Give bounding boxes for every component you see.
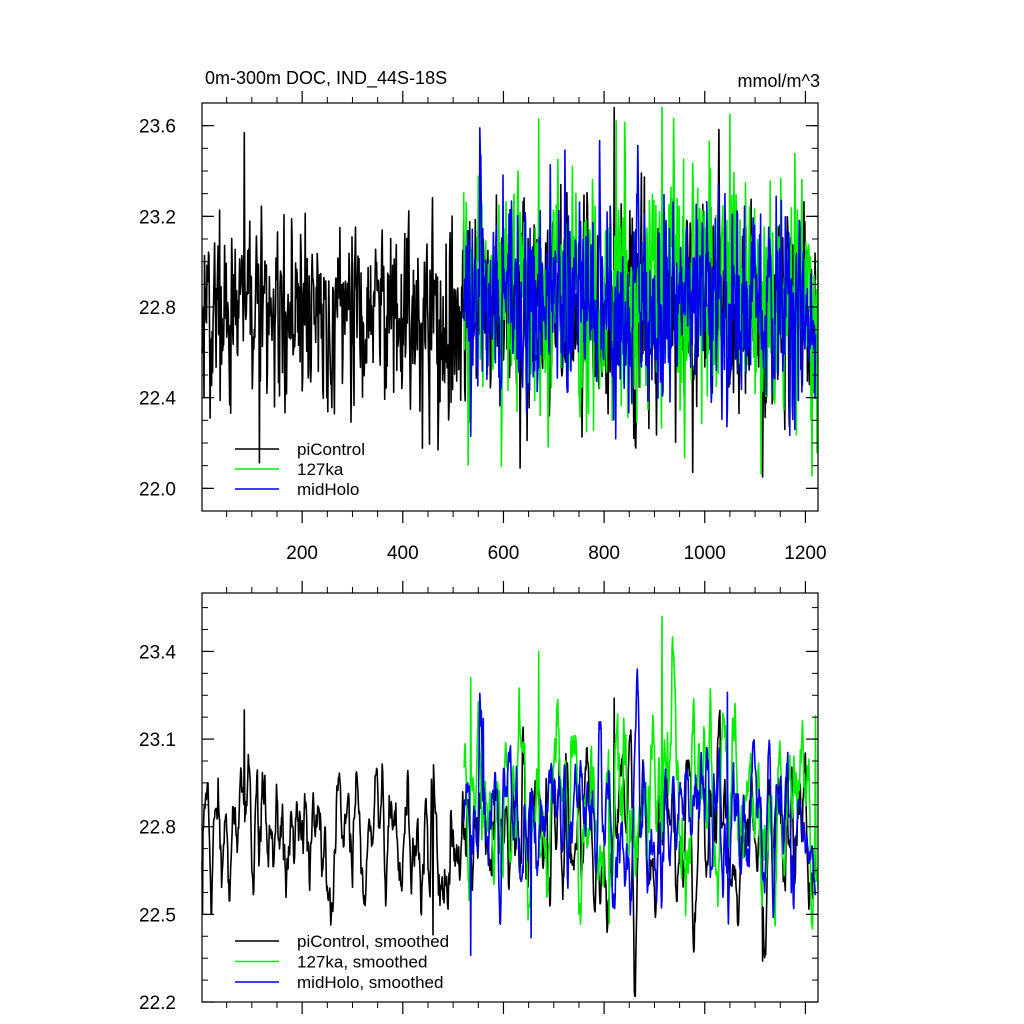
bottom-legend-label-2: midHolo, smoothed bbox=[297, 973, 443, 992]
top-x-tick-label-1: 400 bbox=[387, 543, 419, 564]
top-x-tick-label-5: 1200 bbox=[784, 543, 826, 564]
top-y-tick-label-2: 22.8 bbox=[139, 298, 176, 319]
bottom-y-tick-label-3: 23.1 bbox=[139, 730, 176, 751]
top-y-tick-label-1: 22.4 bbox=[139, 389, 176, 410]
bottom-y-tick-label-0: 22.2 bbox=[139, 993, 176, 1014]
bottom-y-tick-label-2: 22.8 bbox=[139, 818, 176, 839]
top-y-tick-label-0: 22.0 bbox=[139, 479, 176, 500]
bottom-series-line-2 bbox=[462, 668, 817, 957]
top-plot-frame bbox=[201, 102, 819, 512]
top-legend-label-2: midHolo bbox=[297, 480, 359, 499]
top-panel-units: mmol/m^3 bbox=[738, 71, 820, 91]
top-y-tick-label-4: 23.6 bbox=[139, 117, 176, 138]
top-series-line-2 bbox=[462, 127, 817, 440]
bottom-legend-label-1: 127ka, smoothed bbox=[297, 953, 427, 972]
top-panel: 0m-300m DOC, IND_44S-18S mmol/m^3 22.022… bbox=[139, 68, 827, 564]
bottom-axes: 22.2 22.5 22.8 23.1 23.4 bbox=[139, 581, 818, 1014]
top-x-tick-label-0: 200 bbox=[286, 543, 318, 564]
top-y-tick-label-3: 23.2 bbox=[139, 207, 176, 228]
bottom-plot-frame bbox=[201, 592, 819, 1003]
top-panel-title: 0m-300m DOC, IND_44S-18S bbox=[205, 68, 447, 89]
top-legend-label-1: 127ka bbox=[297, 460, 344, 479]
top-x-tick-label-3: 800 bbox=[588, 543, 620, 564]
bottom-y-tick-label-1: 22.5 bbox=[139, 905, 176, 926]
bottom-panel: 22.2 22.5 22.8 23.1 23.4 piControl, smoothed… bbox=[139, 581, 819, 1014]
top-legend-label-0: piControl bbox=[297, 440, 365, 459]
bottom-legend-label-0: piControl, smoothed bbox=[297, 932, 449, 951]
bottom-legend: piControl, smoothed 127ka, smoothedmidHol… bbox=[235, 932, 449, 992]
top-x-tick-label-4: 1000 bbox=[684, 543, 726, 564]
top-axes: 22.0 22.4 22.8 23.2 23.6 200 400 600 800 1000 1200 bbox=[139, 91, 827, 564]
top-series-group bbox=[201, 106, 819, 478]
bottom-y-tick-label-4: 23.4 bbox=[139, 642, 176, 663]
top-x-tick-label-2: 600 bbox=[488, 543, 520, 564]
bottom-series-group bbox=[201, 615, 819, 997]
